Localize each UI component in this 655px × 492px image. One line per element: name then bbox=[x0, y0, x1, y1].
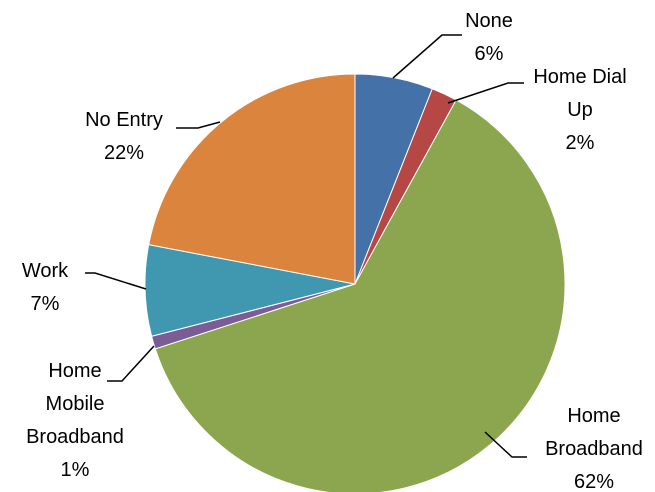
slice-label-line: 7% bbox=[31, 293, 60, 315]
slice-labels: None 6% Home Dial Up 2% Home Broadband 62% Home M… bbox=[22, 10, 643, 492]
leader-line-no-entry bbox=[176, 121, 221, 129]
slice-label-line: Home bbox=[48, 360, 101, 382]
slice-label-line: Broadband bbox=[545, 438, 643, 460]
slice-label-home-broadband: Home Broadband 62% bbox=[545, 405, 643, 492]
slice-label-line: Mobile bbox=[46, 393, 105, 415]
slice-label-line: 62% bbox=[574, 471, 614, 492]
leader-line-work bbox=[85, 272, 147, 290]
slice-label-home-dial-up: Home Dial Up 2% bbox=[533, 66, 626, 154]
slice-label-work: Work 7% bbox=[22, 260, 69, 315]
pie-slice-no-entry bbox=[148, 73, 356, 285]
slice-label-no-entry: No Entry 22% bbox=[85, 109, 163, 164]
slice-label-none: None 6% bbox=[465, 10, 513, 65]
slice-label-home-mobile-broadband: Home Mobile Broadband 1% bbox=[26, 360, 124, 481]
slice-label-line: 1% bbox=[61, 459, 90, 481]
slice-label-line: None bbox=[465, 10, 513, 32]
slice-label-line: Broadband bbox=[26, 426, 124, 448]
leader-line-home-broadband bbox=[484, 431, 527, 458]
slice-label-line: No Entry bbox=[85, 109, 163, 131]
leader-line-home-dial-up bbox=[447, 82, 524, 104]
slice-label-line: 22% bbox=[104, 142, 144, 164]
slice-label-line: Home bbox=[567, 405, 620, 427]
pie-slice-home-broadband bbox=[154, 99, 566, 492]
pie-slices bbox=[144, 73, 566, 492]
leader-line-home-mobile-broadband bbox=[107, 345, 155, 382]
slice-label-line: 6% bbox=[475, 43, 504, 65]
slice-label-line: 2% bbox=[566, 132, 595, 154]
leader-lines bbox=[85, 34, 527, 458]
slice-label-line: Work bbox=[22, 260, 69, 282]
slice-label-line: Up bbox=[567, 99, 593, 121]
leader-line-none bbox=[392, 34, 462, 79]
slice-label-line: Home Dial bbox=[533, 66, 626, 88]
